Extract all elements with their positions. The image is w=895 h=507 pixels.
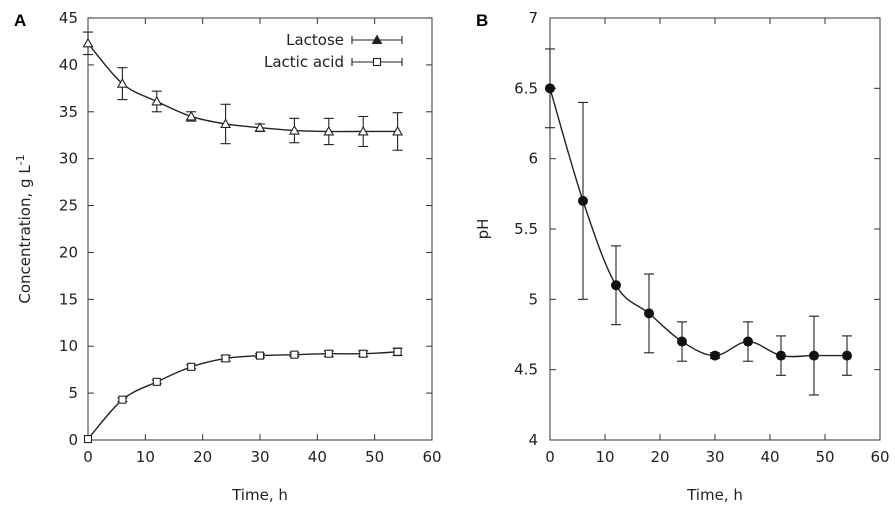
y-tick-label: 10 [59,337,78,355]
panel-letter: A [14,11,26,30]
y-axis-label: Concentration, g L-1 [14,154,34,303]
data-point-circle [743,337,753,347]
panel-letter: B [476,11,488,30]
y-tick-label: 20 [59,243,78,261]
data-point-circle [809,351,819,361]
x-tick-label: 30 [705,448,724,466]
y-tick-label: 15 [59,290,78,308]
data-point-square [222,355,229,362]
legend-marker-square [374,59,381,66]
data-point-square [153,378,160,385]
y-tick-label: 7 [528,9,538,27]
panel-a: A 0 10 20 30 40 50 60 0 5 10 15 20 25 30 35 40 45 Time, h C… [14,9,442,504]
data-point-circle [545,83,555,93]
y-tick-label: 4.5 [514,361,538,379]
x-tick-label: 30 [250,448,269,466]
x-tick-label: 0 [545,448,555,466]
series-line [88,43,398,131]
y-tick-label: 45 [59,9,78,27]
panel-b: B 0 10 20 30 40 50 60 4 4.5 5 5.5 6 6.5 7 Time, h pH [474,9,890,504]
y-tick-label: 40 [59,56,78,74]
data-point-square [360,350,367,357]
x-tick-label: 20 [193,448,212,466]
data-point-circle [611,280,621,290]
y-tick-label: 4 [528,431,538,449]
plot-frame [550,18,880,440]
x-tick-label: 20 [650,448,669,466]
plot-frame [88,18,432,440]
x-tick-label: 40 [760,448,779,466]
series-ph [545,49,852,395]
y-tick-label: 6 [528,150,538,168]
data-point-circle [644,308,654,318]
x-tick-label: 50 [365,448,384,466]
y-tick-label: 35 [59,103,78,121]
y-tick-label: 5 [68,384,78,402]
legend: Lactose Lactic acid [264,31,402,71]
y-tick-label: 5.5 [514,220,538,238]
x-tick-label: 60 [422,448,441,466]
y-axis-label: pH [474,219,492,240]
data-point-triangle [152,97,161,105]
series-line [550,88,847,356]
x-tick-label: 10 [595,448,614,466]
data-point-circle [710,351,720,361]
data-point-circle [842,351,852,361]
data-point-square [325,350,332,357]
data-point-square [85,436,92,443]
y-tick-label: 6.5 [514,79,538,97]
x-tick-label: 40 [308,448,327,466]
series-line [88,352,398,439]
x-axis-label: Time, h [686,486,743,504]
y-tick-label: 0 [68,431,78,449]
x-tick-label: 60 [870,448,889,466]
y-tick-label: 30 [59,150,78,168]
x-axis-label: Time, h [231,486,288,504]
data-point-circle [776,351,786,361]
data-point-square [257,352,264,359]
legend-label: Lactose [286,31,344,49]
data-point-circle [677,337,687,347]
x-tick-label: 50 [815,448,834,466]
series-lactose [83,32,403,150]
data-point-square [291,351,298,358]
legend-label: Lactic acid [264,53,344,71]
x-tick-label: 0 [83,448,93,466]
y-tick-label: 25 [59,197,78,215]
data-point-triangle [84,39,93,47]
y-tick-label: 5 [528,290,538,308]
series-lactic-acid [85,348,403,442]
y-axis-label-superscript: -1 [14,154,27,165]
data-point-square [394,348,401,355]
data-point-square [188,363,195,370]
x-tick-label: 10 [136,448,155,466]
data-point-square [119,396,126,403]
data-point-circle [578,196,588,206]
